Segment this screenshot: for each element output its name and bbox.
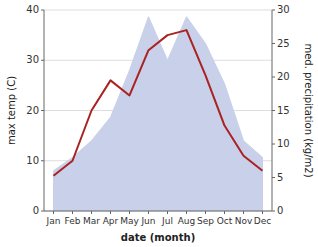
x-tick bbox=[91, 211, 92, 214]
x-tick bbox=[148, 211, 149, 214]
y-tick bbox=[41, 60, 44, 61]
y2-tick bbox=[272, 144, 275, 145]
y2-tick-label: 5 bbox=[277, 172, 283, 183]
y2-axis-title: med. precipitation (kg/m2) bbox=[303, 43, 314, 177]
x-tick bbox=[167, 211, 168, 214]
axes: 0 10 20 30 40 0 5 10 15 20 25 30 Jan FebMarAprMayJun J… bbox=[26, 4, 289, 226]
y2-tick-label: 20 bbox=[277, 71, 290, 82]
x-tick-label: Jul bbox=[161, 216, 173, 226]
grid-line bbox=[44, 10, 272, 11]
x-tick-label: May bbox=[120, 216, 139, 226]
x-tick-label: Dec bbox=[254, 216, 271, 226]
x-tick bbox=[262, 211, 263, 214]
y2-tick-label: 10 bbox=[277, 138, 290, 149]
y2-tick bbox=[272, 10, 275, 11]
x-tick bbox=[205, 211, 206, 214]
precipitation-area bbox=[54, 17, 263, 211]
y-tick-label: 30 bbox=[26, 54, 39, 65]
temperature-line bbox=[54, 30, 263, 176]
grid-line bbox=[44, 211, 272, 212]
x-tick-label: Mar bbox=[83, 216, 100, 226]
y-tick-label: 10 bbox=[26, 155, 39, 166]
y-tick-label: 0 bbox=[33, 205, 39, 216]
x-tick bbox=[224, 211, 225, 214]
y-tick bbox=[41, 211, 44, 212]
y-tick bbox=[41, 110, 44, 111]
y-axis-title: max temp (C) bbox=[6, 76, 17, 145]
x-tick-label: Jan bbox=[46, 216, 61, 226]
x-axis-line bbox=[44, 211, 272, 212]
x-tick bbox=[110, 211, 111, 214]
x-tick-label: Jun bbox=[140, 216, 155, 226]
y2-tick-label: 25 bbox=[277, 38, 290, 49]
y2-tick bbox=[272, 211, 275, 212]
x-tick bbox=[243, 211, 244, 214]
x-tick bbox=[72, 211, 73, 214]
y2-tick bbox=[272, 110, 275, 111]
y2-tick-label: 15 bbox=[277, 105, 290, 116]
x-axis-title: date (month) bbox=[121, 232, 195, 243]
y-tick bbox=[41, 10, 44, 11]
y2-tick-label: 30 bbox=[277, 4, 290, 15]
y-tick bbox=[41, 160, 44, 161]
y2-tick bbox=[272, 77, 275, 78]
chart: 0 10 20 30 40 0 5 10 15 20 25 30 Jan FebMarAprMayJun J… bbox=[0, 0, 318, 247]
y2-tick bbox=[272, 177, 275, 178]
x-tick-label: Feb bbox=[65, 216, 81, 226]
x-tick bbox=[129, 211, 130, 214]
x-tick-label: Nov bbox=[235, 216, 253, 226]
x-tick-label: Apr bbox=[103, 216, 119, 226]
x-tick bbox=[186, 211, 187, 214]
plot-area bbox=[54, 17, 263, 211]
y2-tick-label: 0 bbox=[277, 205, 283, 216]
y2-tick bbox=[272, 43, 275, 44]
y-tick-label: 40 bbox=[26, 4, 39, 15]
x-tick-label: Aug bbox=[178, 216, 196, 226]
x-tick bbox=[53, 211, 54, 214]
chart-container: 0 10 20 30 40 0 5 10 15 20 25 30 Jan FebMarAprMayJun J… bbox=[0, 0, 318, 247]
x-tick-label: Sep bbox=[197, 216, 214, 226]
x-tick-label: Oct bbox=[217, 216, 233, 226]
y-tick-label: 20 bbox=[26, 105, 39, 116]
grid bbox=[44, 10, 272, 211]
